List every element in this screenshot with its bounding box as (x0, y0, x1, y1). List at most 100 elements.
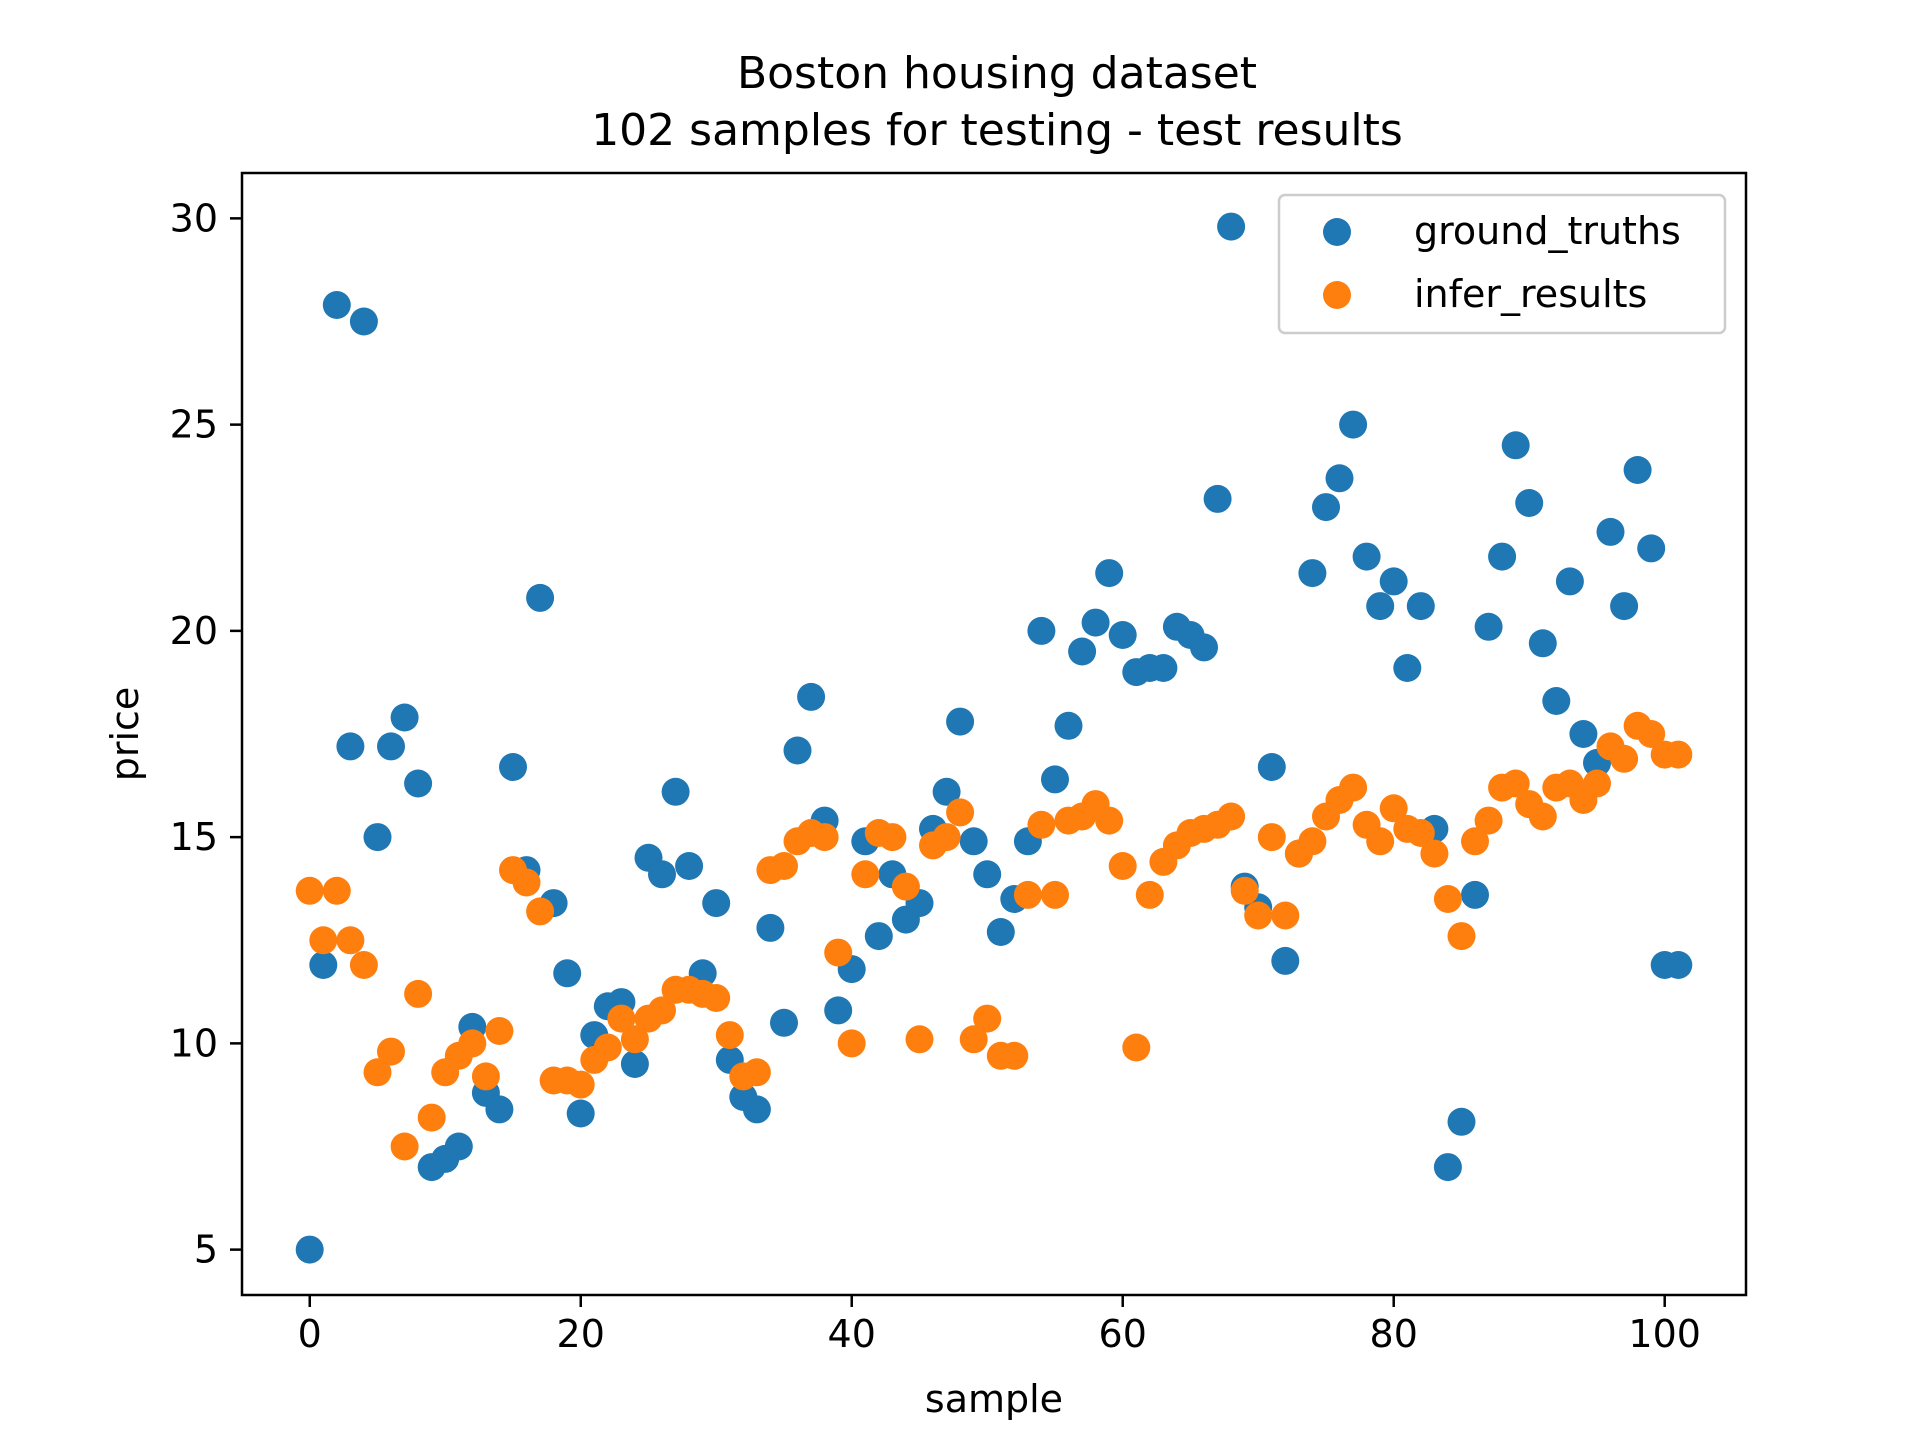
point-ground-truths-35 (770, 1008, 798, 1037)
y-axis-label: price (103, 687, 147, 782)
point-infer-results-22 (593, 1033, 622, 1062)
point-ground-truths-77 (1339, 410, 1368, 439)
legend-box (1277, 193, 1727, 335)
point-ground-truths-84 (1433, 1153, 1462, 1182)
point-ground-truths-92 (1542, 687, 1571, 715)
point-infer-results-77 (1339, 773, 1368, 802)
legend-marker-ground-truths (1323, 218, 1351, 246)
point-infer-results-3 (336, 926, 365, 955)
point-ground-truths-47 (932, 777, 961, 806)
point-infer-results-9 (417, 1103, 446, 1132)
point-infer-results-89 (1501, 769, 1530, 798)
point-ground-truths-99 (1637, 534, 1666, 563)
point-ground-truths-2 (322, 291, 351, 319)
point-infer-results-1 (309, 926, 338, 955)
point-infer-results-84 (1433, 885, 1462, 913)
x-tick-label: 20 (557, 1312, 605, 1356)
chart-subtitle: 102 samples for testing - test results (591, 105, 1403, 156)
point-ground-truths-15 (499, 753, 527, 781)
point-infer-results-43 (878, 823, 907, 852)
point-ground-truths-33 (742, 1095, 771, 1124)
legend-label-ground-truths: ground_truths (1414, 209, 1681, 253)
point-infer-results-60 (1108, 852, 1137, 880)
point-infer-results-20 (566, 1070, 595, 1099)
point-infer-results-82 (1406, 819, 1435, 847)
point-ground-truths-60 (1108, 621, 1137, 649)
point-ground-truths-26 (648, 860, 676, 889)
point-ground-truths-66 (1190, 633, 1218, 662)
point-infer-results-26 (648, 996, 676, 1025)
legend: ground_truths infer_results (1277, 193, 1727, 335)
point-ground-truths-86 (1461, 880, 1489, 909)
x-tick-label: 60 (1099, 1312, 1147, 1356)
point-ground-truths-48 (946, 707, 975, 736)
point-ground-truths-11 (444, 1132, 473, 1161)
point-ground-truths-55 (1041, 765, 1069, 794)
point-infer-results-39 (824, 938, 853, 967)
point-infer-results-80 (1379, 794, 1408, 823)
point-infer-results-5 (363, 1058, 392, 1087)
point-ground-truths-17 (526, 583, 555, 612)
point-ground-truths-82 (1406, 592, 1435, 621)
point-infer-results-33 (742, 1058, 771, 1087)
point-infer-results-12 (458, 1029, 487, 1058)
point-ground-truths-89 (1501, 431, 1530, 460)
point-ground-truths-20 (566, 1099, 595, 1128)
point-ground-truths-98 (1623, 456, 1652, 484)
point-infer-results-17 (526, 897, 555, 926)
point-ground-truths-27 (661, 777, 690, 806)
point-ground-truths-34 (756, 913, 785, 942)
x-tick-label: 0 (298, 1312, 322, 1356)
x-tick-label: 100 (1628, 1312, 1701, 1356)
point-infer-results-87 (1474, 806, 1503, 835)
point-infer-results-30 (702, 984, 731, 1012)
point-ground-truths-68 (1217, 212, 1246, 241)
point-ground-truths-80 (1379, 567, 1408, 596)
point-ground-truths-8 (404, 769, 433, 798)
point-infer-results-41 (851, 860, 880, 889)
plot-frame (240, 171, 1748, 1297)
point-infer-results-45 (905, 1025, 934, 1054)
point-infer-results-14 (485, 1017, 514, 1045)
point-infer-results-59 (1095, 806, 1124, 835)
point-infer-results-40 (837, 1029, 866, 1058)
point-infer-results-72 (1271, 901, 1300, 930)
point-infer-results-86 (1461, 827, 1489, 856)
point-ground-truths-76 (1325, 464, 1354, 493)
point-ground-truths-4 (349, 307, 378, 336)
point-ground-truths-0 (295, 1235, 324, 1264)
point-infer-results-0 (295, 876, 324, 905)
point-infer-results-71 (1257, 823, 1286, 852)
point-infer-results-61 (1122, 1033, 1151, 1062)
point-infer-results-79 (1366, 827, 1395, 856)
point-ground-truths-50 (973, 860, 1002, 889)
point-infer-results-54 (1027, 810, 1056, 839)
point-ground-truths-71 (1257, 753, 1286, 781)
point-ground-truths-79 (1366, 592, 1395, 621)
point-ground-truths-74 (1298, 559, 1327, 588)
point-ground-truths-3 (336, 732, 365, 761)
point-ground-truths-67 (1203, 484, 1232, 513)
point-ground-truths-58 (1081, 608, 1110, 637)
point-ground-truths-101 (1664, 951, 1693, 979)
point-infer-results-7 (390, 1132, 419, 1161)
point-infer-results-74 (1298, 827, 1327, 856)
point-ground-truths-87 (1474, 612, 1503, 641)
point-infer-results-31 (715, 1021, 744, 1050)
point-ground-truths-90 (1515, 489, 1544, 517)
point-infer-results-52 (1000, 1041, 1029, 1070)
point-ground-truths-63 (1149, 654, 1178, 682)
point-ground-truths-36 (783, 736, 812, 765)
point-ground-truths-39 (824, 996, 853, 1025)
point-ground-truths-54 (1027, 616, 1056, 645)
point-ground-truths-49 (959, 827, 988, 856)
point-infer-results-101 (1664, 740, 1693, 769)
point-infer-results-35 (770, 852, 798, 880)
data-points (295, 212, 1693, 1264)
legend-marker-infer-results (1323, 281, 1351, 309)
x-tick-label: 80 (1370, 1312, 1418, 1356)
point-ground-truths-37 (797, 682, 826, 711)
series-infer-results (295, 711, 1693, 1161)
y-tick-label: 5 (194, 1228, 218, 1272)
point-infer-results-2 (322, 876, 351, 905)
